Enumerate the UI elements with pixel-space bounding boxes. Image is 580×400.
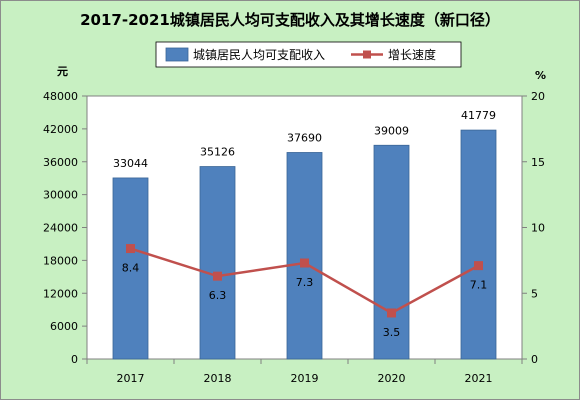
bar-income-2018: [199, 166, 236, 360]
growth-data-label: 7.3: [296, 276, 314, 289]
x-tick-label: 2019: [291, 372, 319, 385]
bar-data-label: 41779: [461, 109, 496, 122]
bar-data-label: 35126: [200, 146, 235, 159]
growth-marker-2017: [126, 244, 135, 254]
left-tick-label: 42000: [43, 123, 78, 136]
left-tick-label: 0: [71, 353, 78, 366]
left-tick-label: 6000: [50, 320, 78, 333]
legend-line-marker: [363, 50, 371, 59]
left-tick-label: 18000: [43, 254, 78, 267]
x-tick-label: 2017: [117, 372, 145, 385]
bar-data-label: 33044: [113, 157, 148, 170]
growth-marker-2020: [387, 308, 396, 318]
growth-marker-2021: [474, 261, 483, 271]
x-tick-label: 2020: [378, 372, 406, 385]
left-axis-unit: 元: [57, 65, 68, 78]
chart-title: 2017-2021城镇居民人均可支配收入及其增长速度（新口径）: [80, 11, 500, 29]
growth-data-label: 3.5: [383, 326, 401, 339]
bar-income-2017: [112, 177, 149, 360]
right-tick-label: 20: [531, 90, 545, 103]
legend-label-income: 城镇居民人均可支配收入: [193, 48, 325, 62]
legend-label-growth: 增长速度: [388, 47, 436, 62]
bar-income-2021: [460, 129, 497, 360]
left-tick-label: 24000: [43, 222, 78, 235]
right-tick-label: 5: [531, 287, 538, 300]
left-tick-label: 30000: [43, 189, 78, 202]
left-tick-label: 48000: [43, 90, 78, 103]
growth-data-label: 6.3: [209, 289, 227, 302]
bar-data-label: 39009: [374, 124, 409, 137]
growth-marker-2018: [213, 271, 222, 281]
legend-box: [155, 41, 462, 68]
right-axis-unit: %: [535, 69, 546, 82]
growth-data-label: 8.4: [122, 262, 140, 275]
x-tick-label: 2021: [465, 372, 493, 385]
right-tick-label: 0: [531, 353, 538, 366]
bar-income-2020: [373, 144, 410, 360]
growth-marker-2019: [300, 258, 309, 268]
bar-data-label: 37690: [287, 131, 322, 144]
bar-income-2019: [286, 152, 323, 360]
right-tick-label: 15: [531, 156, 545, 169]
legend-bar-swatch: [165, 47, 189, 62]
x-tick-label: 2018: [204, 372, 232, 385]
right-tick-label: 10: [531, 222, 545, 235]
left-tick-label: 12000: [43, 287, 78, 300]
left-tick-label: 36000: [43, 156, 78, 169]
growth-data-label: 7.1: [470, 279, 488, 292]
